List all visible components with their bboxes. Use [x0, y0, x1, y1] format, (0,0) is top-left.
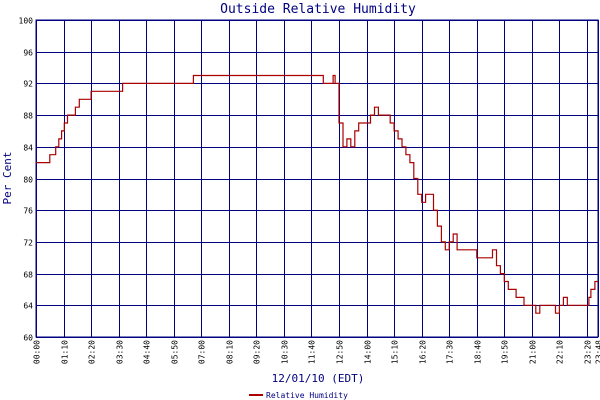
x-tick-label: 08:10: [226, 340, 235, 364]
y-tick-label: 76: [23, 207, 33, 216]
y-tick-label: 96: [23, 49, 33, 58]
y-tick-label: 64: [23, 302, 33, 311]
y-tick-label: 68: [23, 271, 33, 280]
series-group: [36, 74, 598, 314]
x-axis-label: 12/01/10 (EDT): [272, 372, 365, 385]
chart-title: Outside Relative Humidity: [220, 2, 416, 17]
x-tick-label: 03:30: [116, 340, 125, 364]
y-tick-label: 100: [19, 17, 34, 26]
x-tick-label: 11:40: [308, 340, 317, 364]
y-axis-label: Per Cent: [1, 152, 14, 205]
legend-label: Relative Humidity: [266, 391, 348, 400]
y-tick-label: 80: [23, 176, 33, 185]
x-tick-label: 12:50: [336, 340, 345, 364]
y-tick-label: 88: [23, 112, 33, 121]
x-tick-label: 23:48: [595, 340, 600, 364]
series-line-relative-humidity: [36, 74, 598, 314]
x-tick-label: 15:10: [391, 340, 400, 364]
x-tick-label: 02:20: [88, 340, 97, 364]
x-tick-label: 17:30: [446, 340, 455, 364]
x-tick-label: 00:00: [33, 340, 42, 364]
y-tick-label: 92: [23, 80, 33, 89]
x-tick-label: 23:20: [584, 340, 593, 364]
x-tick-label: 14:00: [364, 340, 373, 364]
x-tick-label: 07:00: [198, 340, 207, 364]
x-tick-label: 19:50: [501, 340, 510, 364]
chart-legend: Relative Humidity: [249, 391, 348, 400]
y-axis-ticks: 60 64 68 72 76 80 84 88 92 96 100: [19, 17, 34, 343]
x-tick-label: 09:20: [253, 340, 262, 364]
x-tick-label: 05:50: [171, 340, 180, 364]
x-tick-label: 16:20: [419, 340, 428, 364]
x-tick-label: 01:10: [61, 340, 70, 364]
y-tick-label: 72: [23, 239, 33, 248]
x-tick-label: 10:30: [281, 340, 290, 364]
x-tick-label: 21:00: [529, 340, 538, 364]
y-tick-label: 84: [23, 144, 33, 153]
x-tick-label: 22:10: [556, 340, 565, 364]
y-tick-label: 60: [23, 334, 33, 343]
x-tick-label: 04:40: [143, 340, 152, 364]
x-tick-label: 18:40: [474, 340, 483, 364]
x-axis-ticks: 00:00 01:10 02:20 03:30 04:40 05:50 07:00 08:10…: [33, 340, 600, 364]
